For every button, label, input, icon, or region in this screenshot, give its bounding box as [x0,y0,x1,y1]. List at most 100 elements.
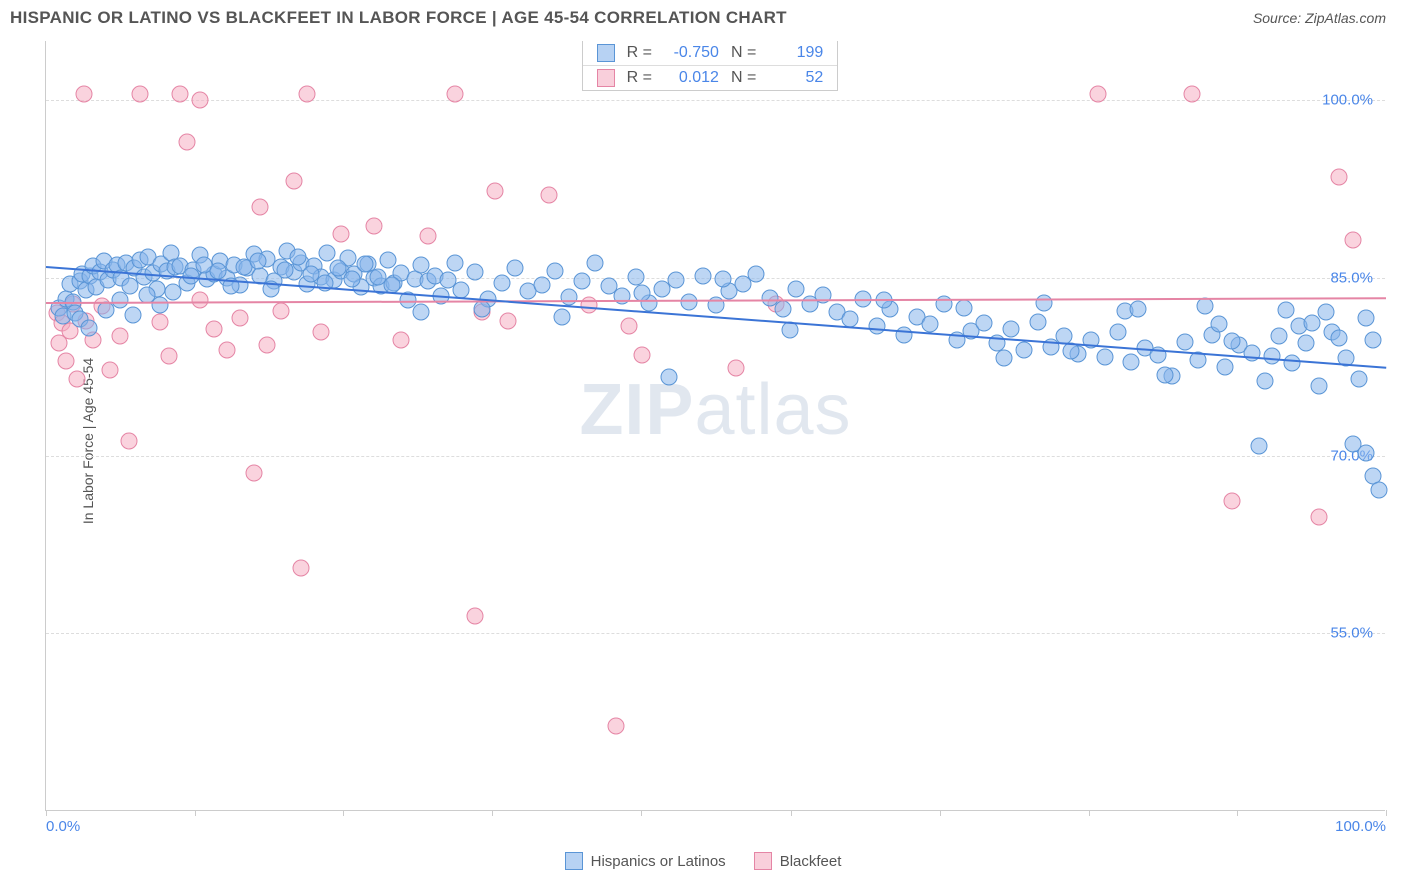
scatter-point [1096,349,1113,366]
scatter-point [1264,348,1281,365]
scatter-point [661,369,678,386]
x-tick-mark [1237,810,1238,816]
scatter-point [413,304,430,321]
scatter-point [1089,86,1106,103]
x-tick-mark [1089,810,1090,816]
scatter-point [1110,324,1127,341]
scatter-point [728,359,745,376]
scatter-point [1250,438,1267,455]
scatter-point [1002,320,1019,337]
scatter-point [540,187,557,204]
scatter-point [1130,300,1147,317]
scatter-point [1351,370,1368,387]
scatter-point [493,274,510,291]
scatter-point [547,262,564,279]
chart-source: Source: ZipAtlas.com [1253,10,1386,26]
swatch-pink-icon [597,69,615,87]
scatter-point [292,560,309,577]
scatter-point [172,86,189,103]
scatter-point [58,352,75,369]
x-tick-label: 100.0% [1335,818,1386,835]
scatter-point [1364,331,1381,348]
legend-pink-label: Blackfeet [780,853,842,870]
scatter-point [192,92,209,109]
scatter-point [955,299,972,316]
swatch-blue-icon [597,44,615,62]
scatter-point [714,271,731,288]
scatter-point [151,297,168,314]
stats-row-blue: R = -0.750 N = 199 [583,41,838,65]
scatter-point [1210,316,1227,333]
scatter-point [553,309,570,326]
x-tick-mark [195,810,196,816]
scatter-point [343,271,360,288]
scatter-point [507,260,524,277]
scatter-point [1284,355,1301,372]
chart-area: In Labor Force | Age 45-54 ZIPatlas R = … [10,36,1396,846]
scatter-point [299,86,316,103]
scatter-point [996,350,1013,367]
scatter-point [131,86,148,103]
scatter-point [1223,492,1240,509]
n-label: N = [731,44,756,62]
scatter-point [393,331,410,348]
scatter-point [366,217,383,234]
scatter-point [1331,169,1348,186]
scatter-point [587,254,604,271]
scatter-point [1177,333,1194,350]
bottom-legend: Hispanics or Latinos Blackfeet [0,846,1406,870]
watermark-light: atlas [694,370,851,450]
scatter-point [574,273,591,290]
scatter-point [1197,298,1214,315]
r-label: R = [627,44,652,62]
legend-swatch-pink-icon [754,852,772,870]
n-label: N = [731,69,756,87]
scatter-point [446,86,463,103]
scatter-point [272,303,289,320]
scatter-point [1036,294,1053,311]
y-tick-label: 85.0% [1330,269,1373,286]
scatter-point [533,277,550,294]
scatter-point [1297,335,1314,352]
blue-r-value: -0.750 [664,44,719,62]
scatter-point [218,342,235,359]
scatter-point [111,327,128,344]
scatter-point [289,248,306,265]
scatter-point [259,337,276,354]
scatter-point [252,198,269,215]
pink-r-value: 0.012 [664,69,719,87]
scatter-point [319,245,336,262]
pink-n-value: 52 [768,69,823,87]
scatter-point [486,183,503,200]
scatter-point [165,284,182,301]
scatter-point [694,267,711,284]
scatter-point [276,261,293,278]
scatter-point [976,314,993,331]
scatter-point [775,300,792,317]
scatter-point [1331,330,1348,347]
y-tick-label: 100.0% [1322,92,1373,109]
scatter-point [788,280,805,297]
scatter-point [453,281,470,298]
scatter-point [356,255,373,272]
r-label: R = [627,69,652,87]
grid-line [46,456,1385,457]
scatter-point [1311,377,1328,394]
scatter-point [192,292,209,309]
x-tick-mark [641,810,642,816]
scatter-point [161,348,178,365]
scatter-point [111,292,128,309]
scatter-point [125,306,142,323]
stats-row-pink: R = 0.012 N = 52 [583,65,838,90]
scatter-point [75,86,92,103]
source-label: Source: [1253,10,1305,26]
x-tick-mark [1386,810,1387,816]
scatter-point [151,313,168,330]
scatter-point [473,300,490,317]
legend-item-pink: Blackfeet [754,852,842,870]
grid-line [46,633,1385,634]
scatter-point [419,228,436,245]
legend-item-blue: Hispanics or Latinos [565,852,726,870]
scatter-point [1344,232,1361,249]
scatter-point [1029,313,1046,330]
